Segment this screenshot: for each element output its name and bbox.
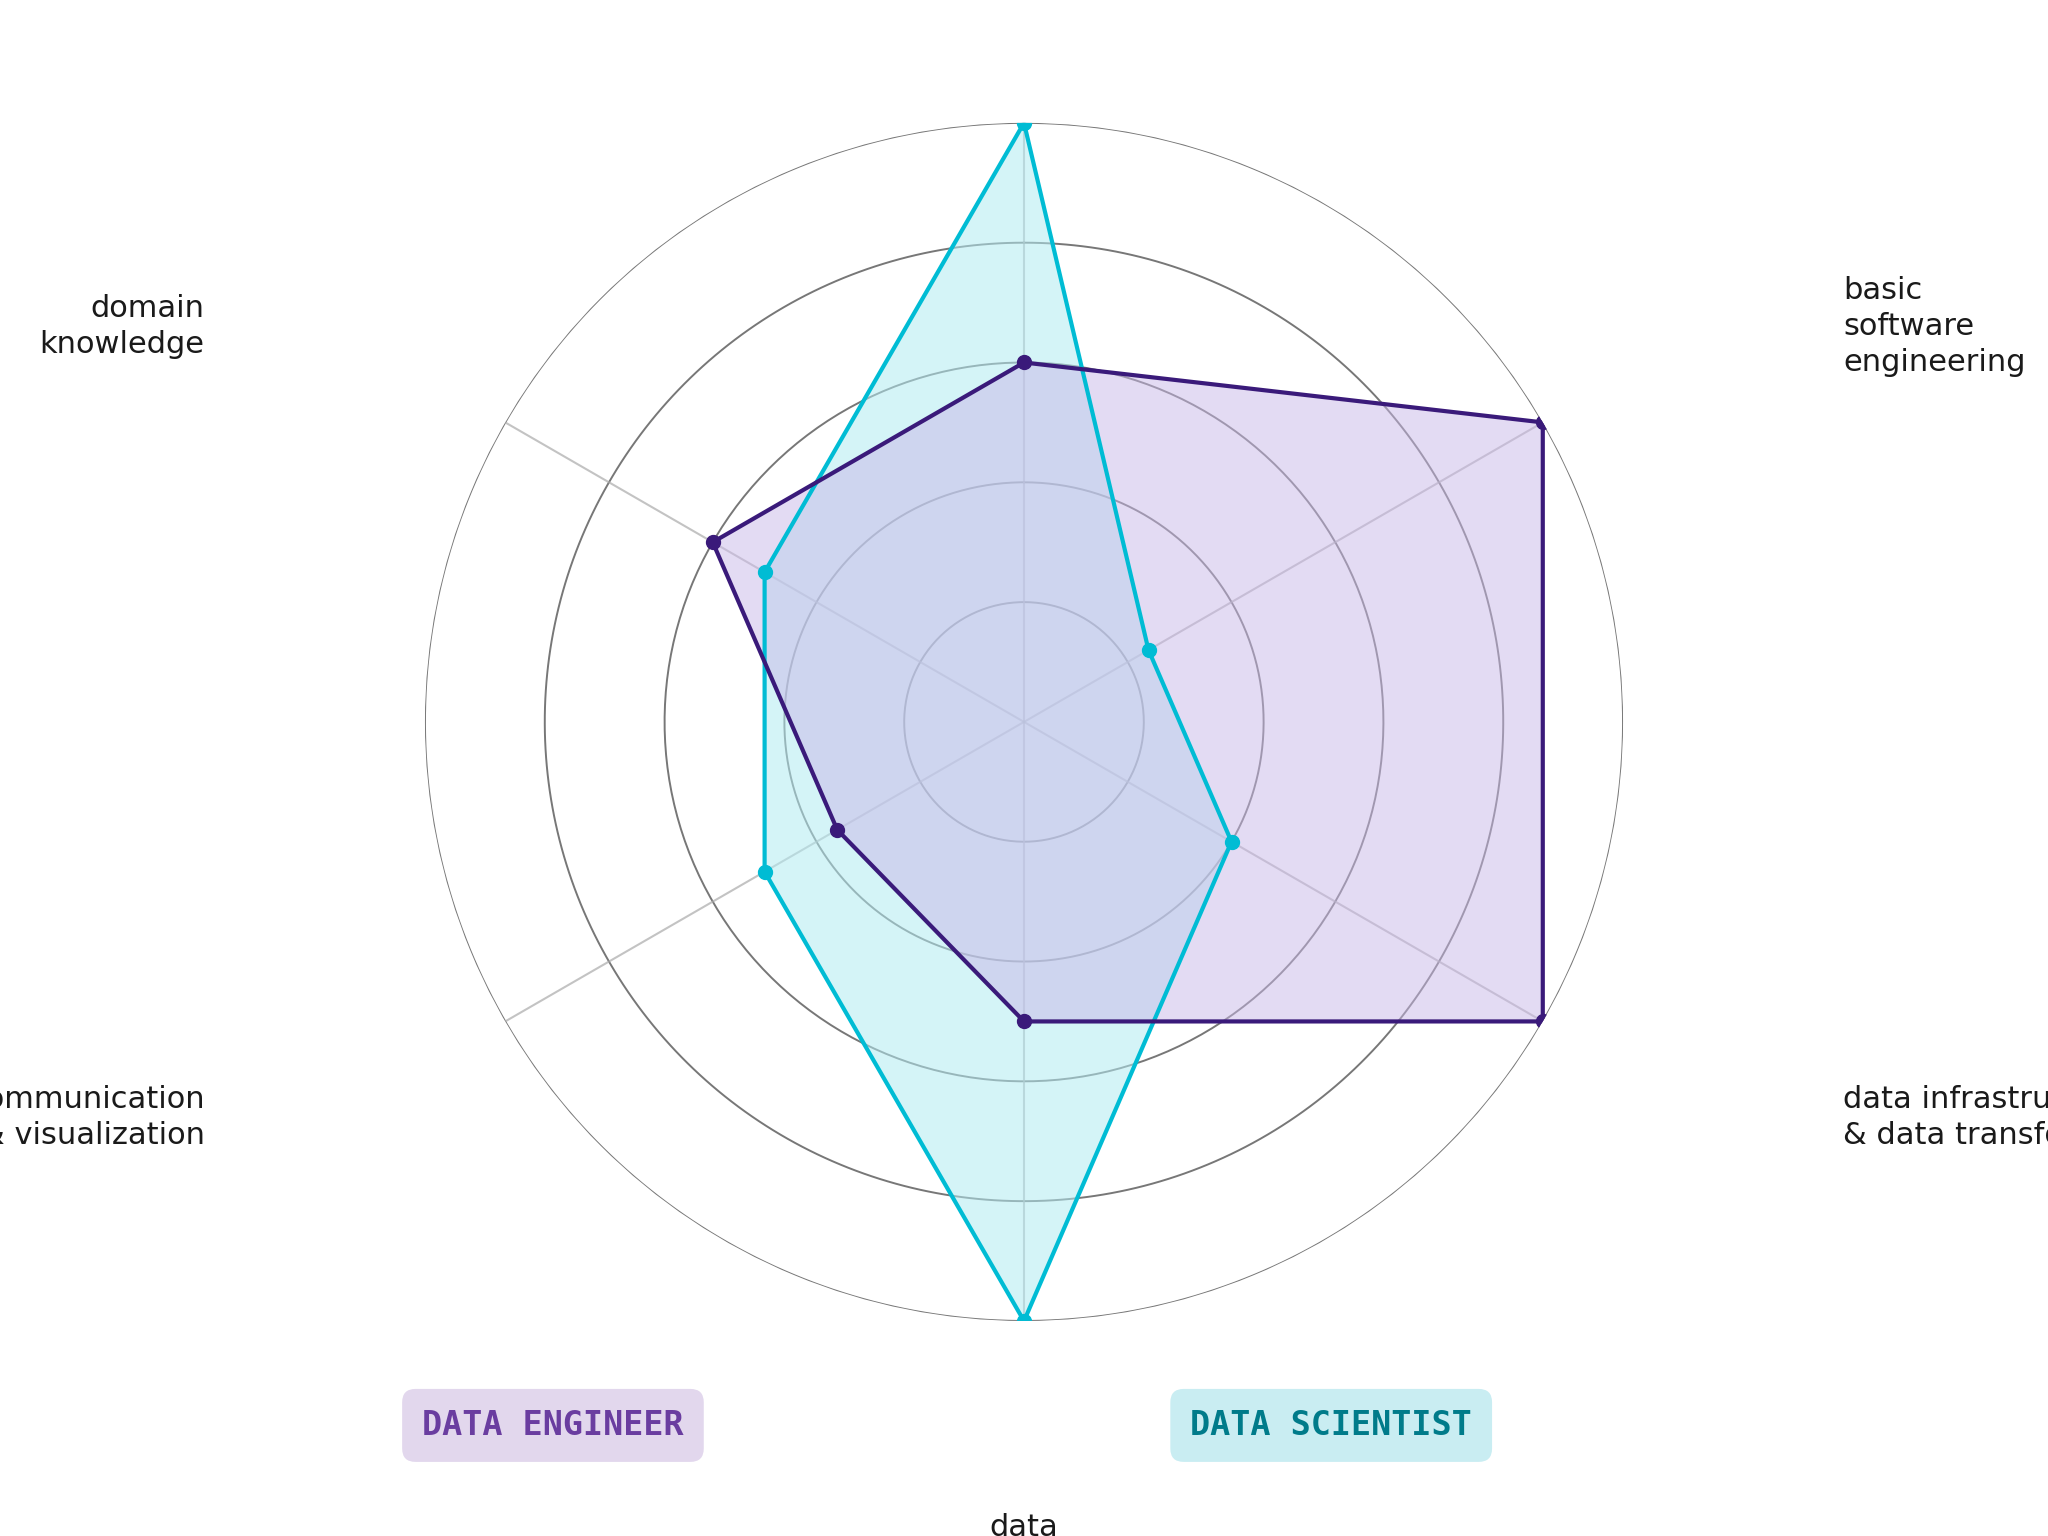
Text: communication
& visualization: communication & visualization xyxy=(0,1084,205,1150)
Point xyxy=(1526,1009,1559,1034)
Point xyxy=(1133,637,1165,662)
Point xyxy=(821,817,854,842)
Polygon shape xyxy=(764,123,1231,1321)
Point xyxy=(748,559,780,584)
Point xyxy=(1214,829,1247,854)
Polygon shape xyxy=(713,362,1542,1021)
Point xyxy=(1526,410,1559,435)
Text: data infrastructure
& data transformation: data infrastructure & data transformatio… xyxy=(1843,1084,2048,1150)
Text: DATA SCIENTIST: DATA SCIENTIST xyxy=(1190,1409,1473,1442)
Point xyxy=(1008,111,1040,135)
Point xyxy=(1008,1009,1040,1034)
Point xyxy=(696,530,729,554)
Point xyxy=(748,860,780,885)
Point xyxy=(1008,1309,1040,1333)
Point xyxy=(1008,350,1040,375)
Text: domain
knowledge: domain knowledge xyxy=(39,293,205,359)
Text: data
modelling: data modelling xyxy=(948,1513,1100,1536)
Text: basic
software
engineering: basic software engineering xyxy=(1843,276,2025,376)
Text: DATA ENGINEER: DATA ENGINEER xyxy=(422,1409,684,1442)
